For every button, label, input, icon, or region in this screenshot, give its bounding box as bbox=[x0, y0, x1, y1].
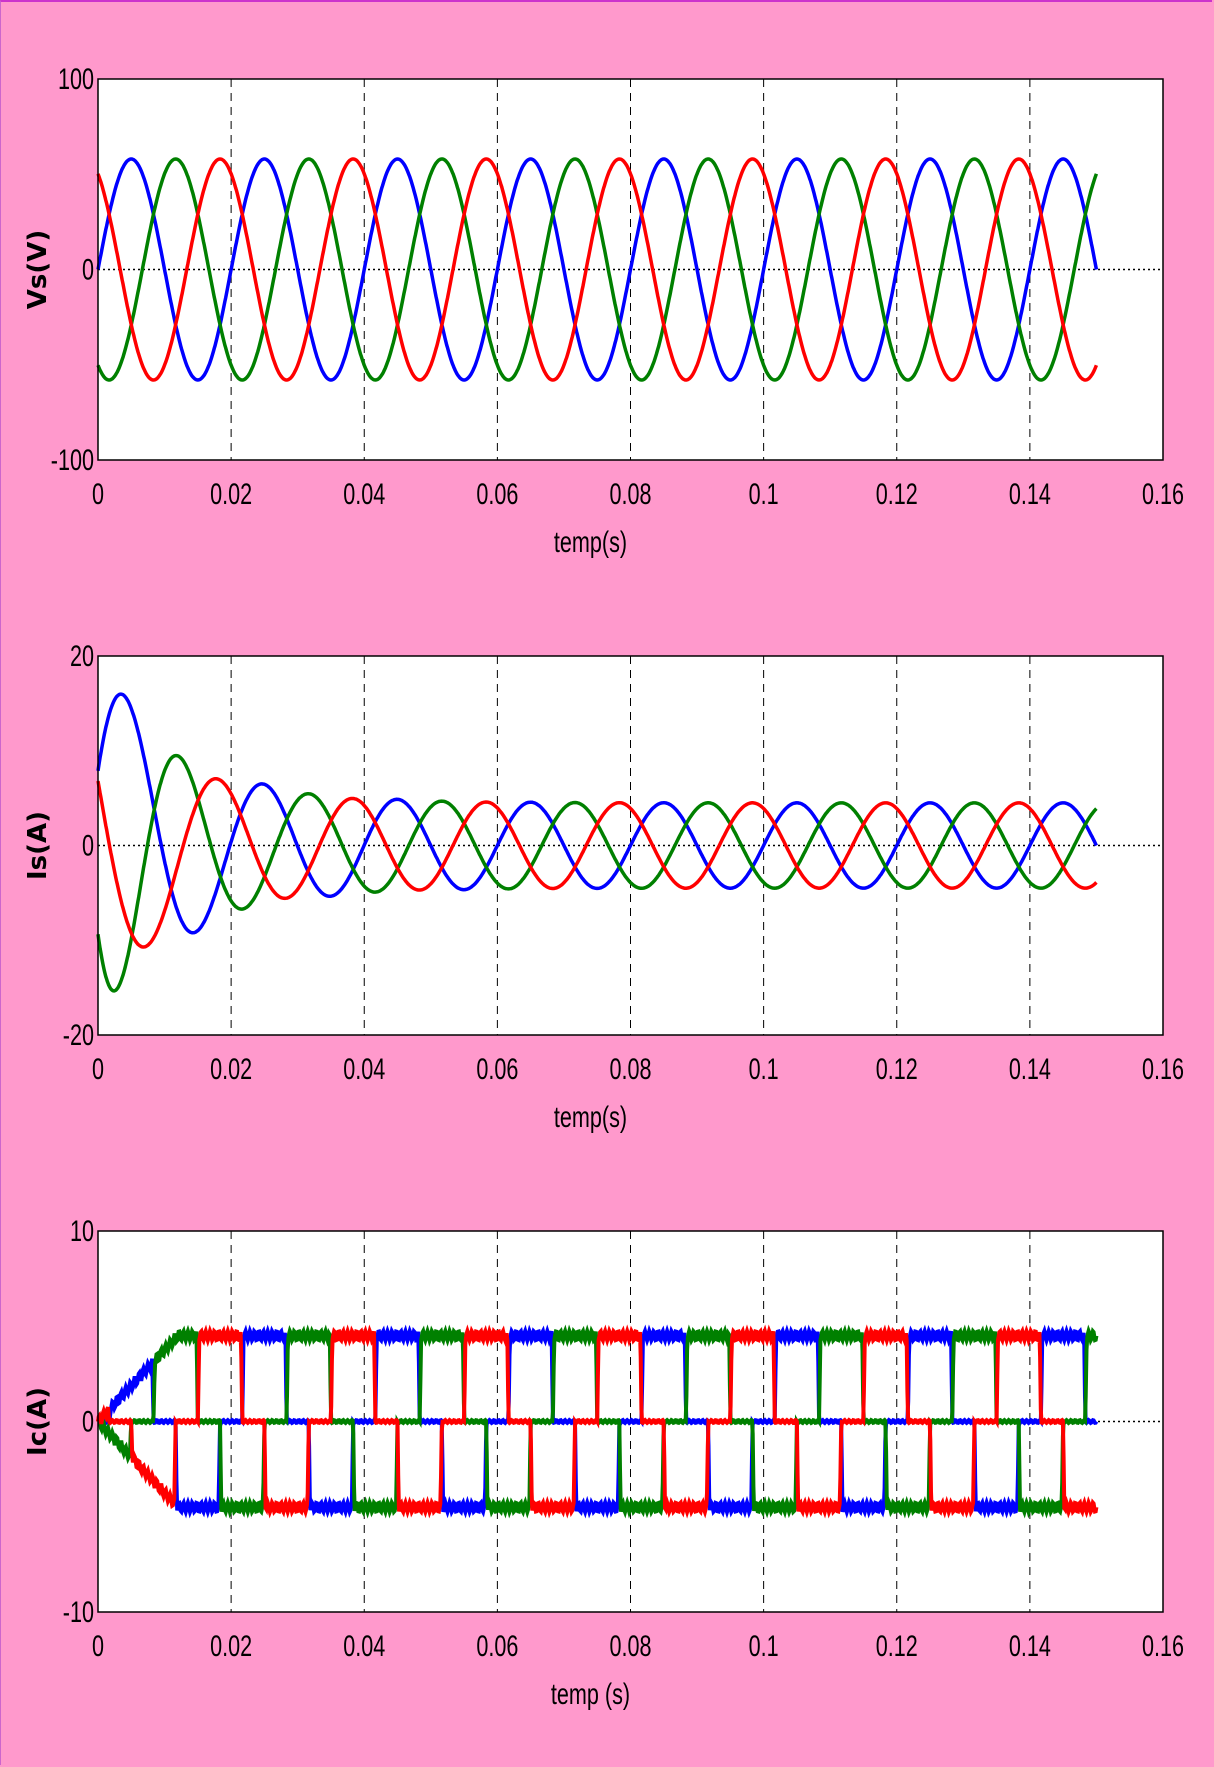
x-tick-label: 0.06 bbox=[476, 476, 518, 510]
series-line-1 bbox=[96, 1324, 1099, 1519]
series-line-3 bbox=[96, 157, 1099, 382]
x-tick-label: 0.08 bbox=[609, 476, 651, 510]
x-tick-label: 0.16 bbox=[1142, 1628, 1184, 1662]
y-axis-label: Is(A) bbox=[23, 811, 53, 880]
x-tick-label: 0.02 bbox=[210, 1628, 252, 1662]
axes-frame bbox=[97, 78, 1164, 461]
x-tick-label: 0 bbox=[92, 476, 104, 510]
x-tick-label: 0.16 bbox=[1142, 1051, 1184, 1085]
x-tick-label: 0.1 bbox=[749, 1051, 779, 1085]
x-tick-label: 0.1 bbox=[749, 1628, 779, 1662]
y-tick-label: -100 bbox=[51, 442, 94, 476]
x-axis-label: temp(s) bbox=[554, 1099, 627, 1133]
y-tick-label: 0 bbox=[82, 1404, 94, 1438]
y-axis-label: Vs(V) bbox=[23, 230, 53, 310]
axes-frame bbox=[97, 1230, 1164, 1613]
x-tick-label: 0.02 bbox=[210, 1051, 252, 1085]
x-axis-label: temp(s) bbox=[554, 524, 627, 558]
x-tick-label: 0.06 bbox=[476, 1628, 518, 1662]
series-line-1 bbox=[96, 692, 1098, 935]
x-tick-label: 0.08 bbox=[609, 1628, 651, 1662]
x-tick-label: 0 bbox=[92, 1628, 104, 1662]
x-tick-label: 0.14 bbox=[1009, 1628, 1051, 1662]
x-tick-label: 0.12 bbox=[876, 1628, 918, 1662]
x-tick-label: 0.04 bbox=[343, 476, 385, 510]
subplot-2: 0 0.02 0.04 0.06 0.08 0.1 0.12 0.14 0.16-20020te… bbox=[23, 638, 1184, 1133]
axes-frame bbox=[97, 655, 1164, 1036]
x-tick-label: 0.08 bbox=[609, 1051, 651, 1085]
x-tick-label: 0.04 bbox=[343, 1628, 385, 1662]
x-tick-label: 0.1 bbox=[749, 476, 779, 510]
y-tick-label: 10 bbox=[70, 1213, 94, 1247]
x-tick-label: 0.16 bbox=[1142, 476, 1184, 510]
x-tick-label: 0.12 bbox=[876, 1051, 918, 1085]
y-tick-label: 0 bbox=[82, 828, 94, 862]
x-tick-label: 0.12 bbox=[876, 476, 918, 510]
x-tick-label: 0.04 bbox=[343, 1051, 385, 1085]
subplot-1: 0 0.02 0.04 0.06 0.08 0.1 0.12 0.14 0.16-1000100… bbox=[23, 61, 1184, 558]
x-axis-label: temp (s) bbox=[551, 1676, 630, 1710]
x-tick-label: 0 bbox=[92, 1051, 104, 1085]
x-tick-label: 0.14 bbox=[1009, 1051, 1051, 1085]
x-tick-label: 0.02 bbox=[210, 476, 252, 510]
series-line-3 bbox=[96, 1324, 1099, 1519]
subplot-3: 0 0.02 0.04 0.06 0.08 0.1 0.12 0.14 0.16-10010te… bbox=[23, 1213, 1184, 1710]
y-tick-label: 20 bbox=[70, 638, 94, 672]
y-tick-label: 0 bbox=[82, 252, 94, 286]
y-tick-label: -20 bbox=[63, 1017, 94, 1051]
x-tick-label: 0.06 bbox=[476, 1051, 518, 1085]
y-tick-label: -10 bbox=[63, 1594, 94, 1628]
series-line-1 bbox=[96, 157, 1099, 382]
y-axis-label: Ic(A) bbox=[23, 1387, 53, 1456]
x-tick-label: 0.14 bbox=[1009, 476, 1051, 510]
y-tick-label: 100 bbox=[58, 61, 94, 95]
series-line-3 bbox=[96, 777, 1098, 949]
